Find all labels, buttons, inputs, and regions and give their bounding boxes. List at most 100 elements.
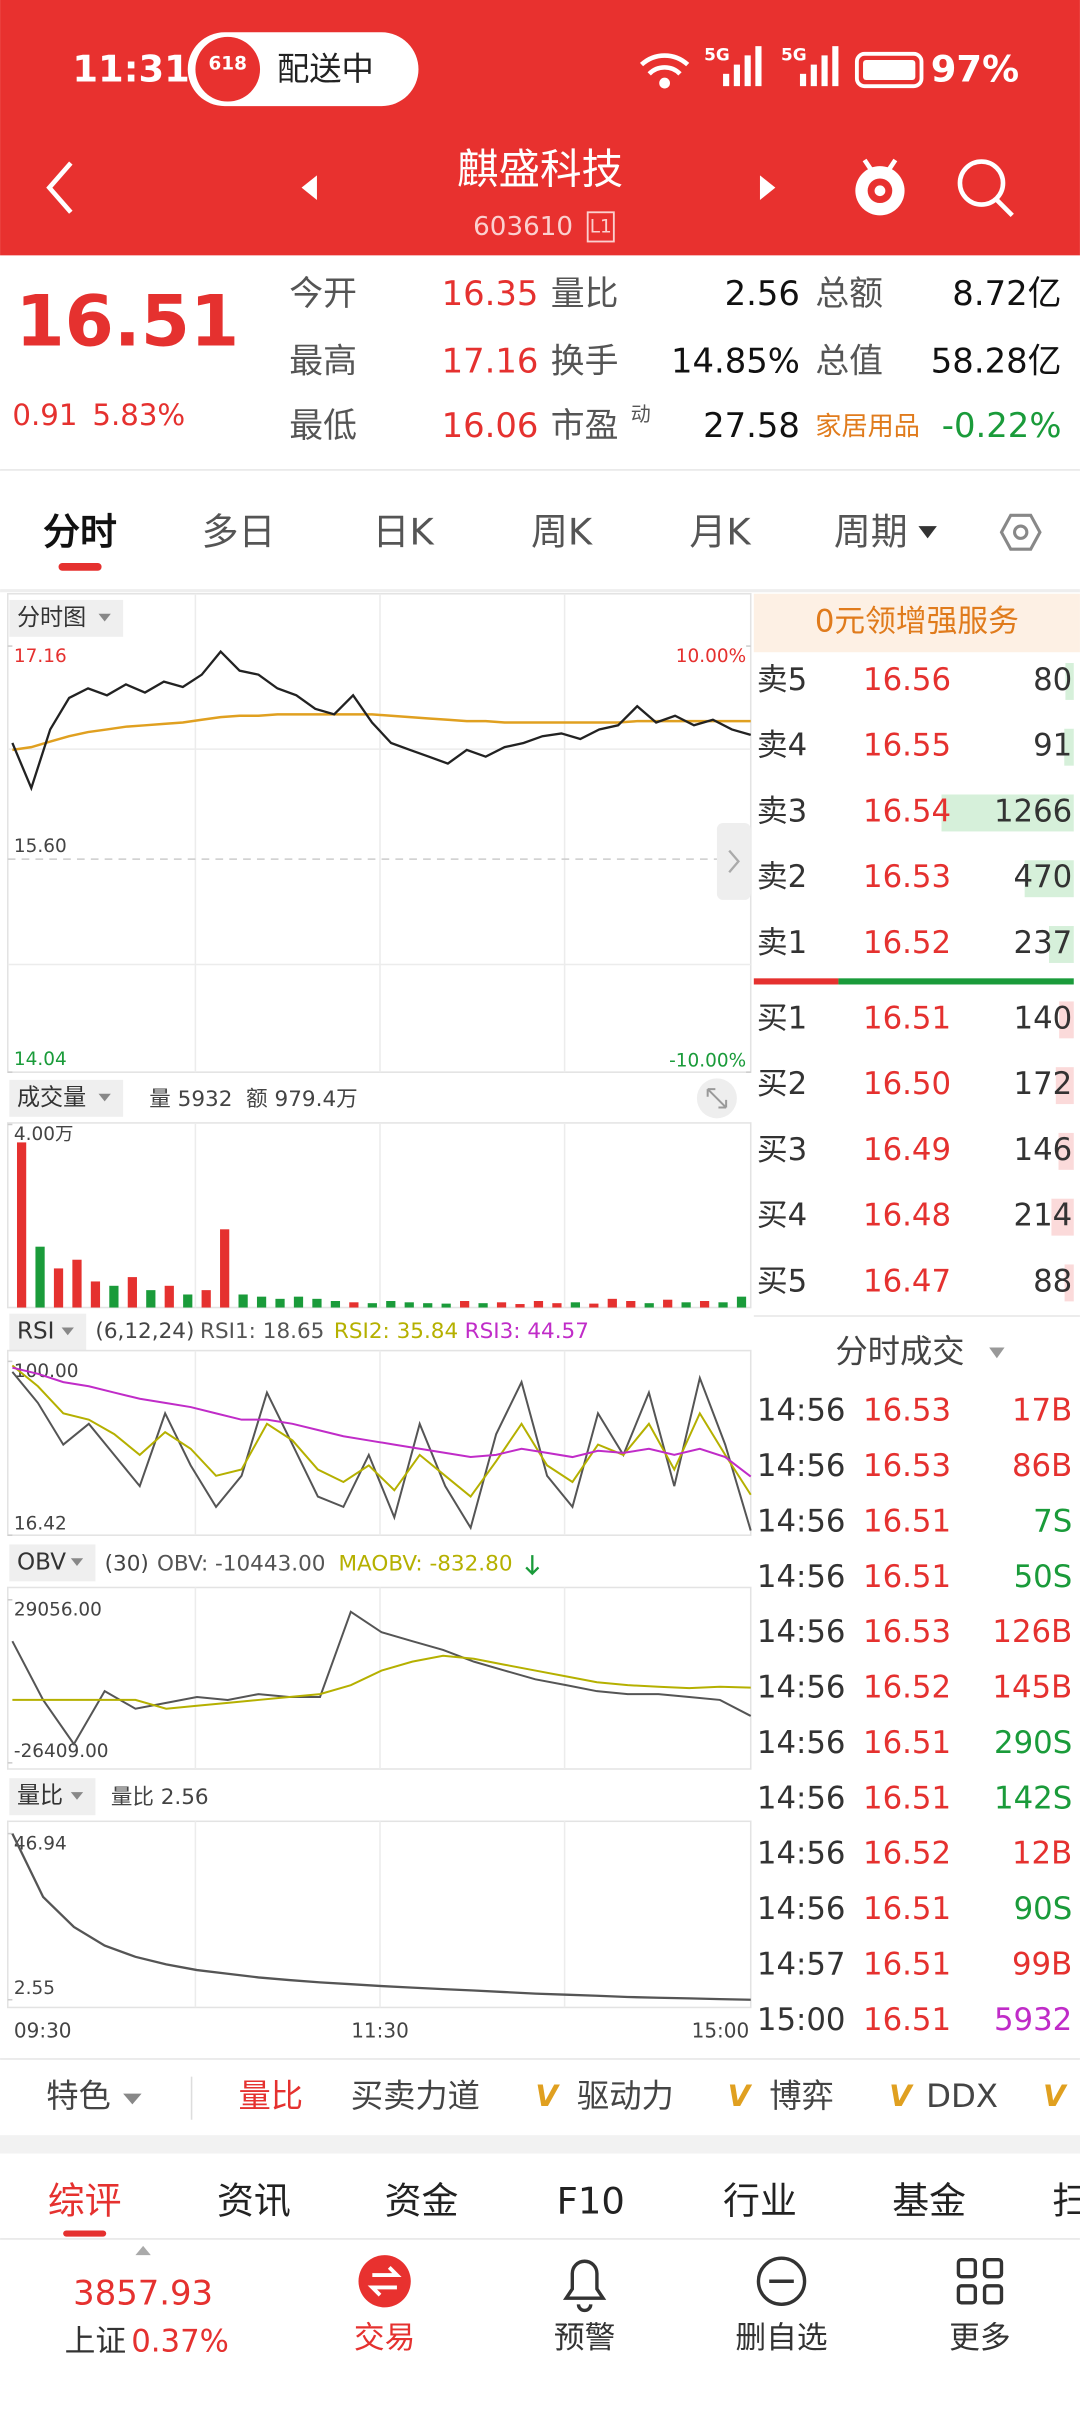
signal-icon [799,46,839,87]
book-price: 16.49 [863,1132,951,1168]
stat-label: 最低 [289,406,357,445]
book-price: 16.50 [863,1066,951,1102]
next-stock[interactable] [759,175,776,200]
tab[interactable]: 周K [531,510,593,553]
volume-bar [441,1303,451,1308]
info-tab[interactable]: F10 [557,2179,625,2222]
indicator-bar: 特色 量比 买卖力道 V 驱动力 V 博弈 V DDX V [46,2076,1068,2120]
info-tab[interactable]: 综评 [48,2179,122,2222]
info-tab[interactable]: 行业 [723,2179,797,2222]
depth-bar [1051,1198,1074,1236]
book-volume: 172 [1014,1066,1073,1102]
prev-stock[interactable] [301,175,317,200]
stat-label: 总值 [815,342,883,381]
trades: 14:56 16.53 17B 14:56 16.53 86B 14:56 16.51 7S 14… [757,1393,1072,2038]
search-button[interactable] [957,159,1014,217]
info-tab[interactable]: 扫 [1052,2179,1080,2222]
scroll-handle[interactable] [716,822,751,900]
stock-code: 603610 [473,212,573,242]
badge-icon [195,36,261,102]
volume-bar [349,1302,359,1308]
gap [0,2135,1080,2154]
stat-value: -0.22% [942,406,1062,445]
obv-params: (30) [105,1551,149,1576]
trade-time: 14:56 [757,1836,846,1872]
indicator-item[interactable]: DDX [926,2077,998,2115]
book-label: 卖3 [757,793,807,829]
indicator-item[interactable]: 量比 [238,2077,303,2115]
book-price: 16.53 [863,859,951,895]
trades-title[interactable]: 分时成交 [835,1333,964,1371]
tab[interactable]: 周期 [834,510,908,553]
nav-item[interactable]: 更多 [949,2320,1011,2356]
price-change: 0.91 [12,398,77,432]
y-tick-label: 100.00 [14,1361,79,1382]
book-volume: 140 [1014,1000,1073,1036]
indicator-item[interactable]: 买卖力道 [351,2077,480,2115]
book-label: 买1 [757,1000,807,1036]
bottom-tabs: 综评 资讯 资金 F10 行业 基金 扫 [48,2179,1080,2237]
rsi-line [11,1371,752,1531]
badge-icon-text: 618 [208,54,247,75]
tab[interactable]: 日K [373,510,435,553]
mascot-button[interactable] [855,158,905,216]
vip-mark: V [728,2079,753,2113]
info-tab[interactable]: 资金 [385,2179,459,2222]
indicator-item[interactable]: 博弈 [769,2077,834,2115]
nav-item[interactable]: 预警 [554,2320,616,2356]
trade-time: 14:57 [757,1946,846,1982]
amount-label: 额 979.4万 [246,1087,357,1112]
trade-volume: 99B [1012,1946,1072,1982]
chip-arrow [70,1558,84,1566]
ratio-line [11,1833,751,2001]
y-tick-label: 15.60 [14,836,67,857]
trade-time: 14:56 [757,1448,846,1484]
trade-volume: 7S [1033,1503,1072,1539]
depth-bar [1064,1264,1074,1302]
index-value[interactable]: 3857.93 [73,2274,213,2313]
tab[interactable]: 多日 [202,510,276,553]
trade-price: 16.51 [863,1503,951,1539]
alert-icon [562,2259,607,2313]
vip-mark: V [535,2079,560,2113]
volume-bar [460,1301,470,1308]
volume-bar [109,1285,119,1308]
volume-bar [607,1298,617,1308]
chip-bg[interactable] [9,1544,96,1582]
promo-bg[interactable] [753,593,1080,653]
chip-bg[interactable] [9,1313,87,1351]
tab[interactable]: 分时 [43,510,117,553]
trade-volume: 5932 [994,2002,1072,2038]
indicator-item[interactable]: 驱动力 [577,2077,674,2115]
y-tick-label: 16.42 [14,1513,67,1534]
stat-value: 2.56 [725,274,800,313]
last-price: 16.51 [15,280,239,363]
divider [0,2058,1080,2060]
volume-bar [164,1285,174,1308]
trade-price: 16.51 [863,1559,951,1595]
settings-button[interactable] [999,513,1042,551]
chip-bg[interactable] [9,1778,96,1816]
volume-bar [718,1302,728,1308]
volume-bar [72,1259,82,1308]
book-label: 买5 [757,1263,807,1299]
volume-bar [238,1294,248,1308]
trade-time: 14:56 [757,1559,846,1595]
trade-volume: 17B [1012,1393,1072,1429]
indicator-menu[interactable]: 特色 [46,2077,111,2115]
rsi-line [11,1364,752,1499]
nav-item[interactable]: 交易 [354,2320,416,2356]
tab[interactable]: 月K [689,510,751,553]
volume-bar [515,1304,525,1308]
book-label: 买3 [757,1132,807,1168]
back-button[interactable] [46,161,73,214]
nav-item[interactable]: 删自选 [735,2320,827,2356]
stat-label: 总额 [815,274,883,313]
trade-price: 16.51 [863,2002,951,2038]
info-tab[interactable]: 基金 [892,2179,966,2222]
book-label: 买2 [757,1066,807,1102]
level-tag: L1 [590,217,612,238]
info-tab[interactable]: 资讯 [217,2179,291,2222]
legend-entry: RSI2: 35.84 [334,1319,458,1344]
trade-volume: 126B [992,1614,1072,1650]
